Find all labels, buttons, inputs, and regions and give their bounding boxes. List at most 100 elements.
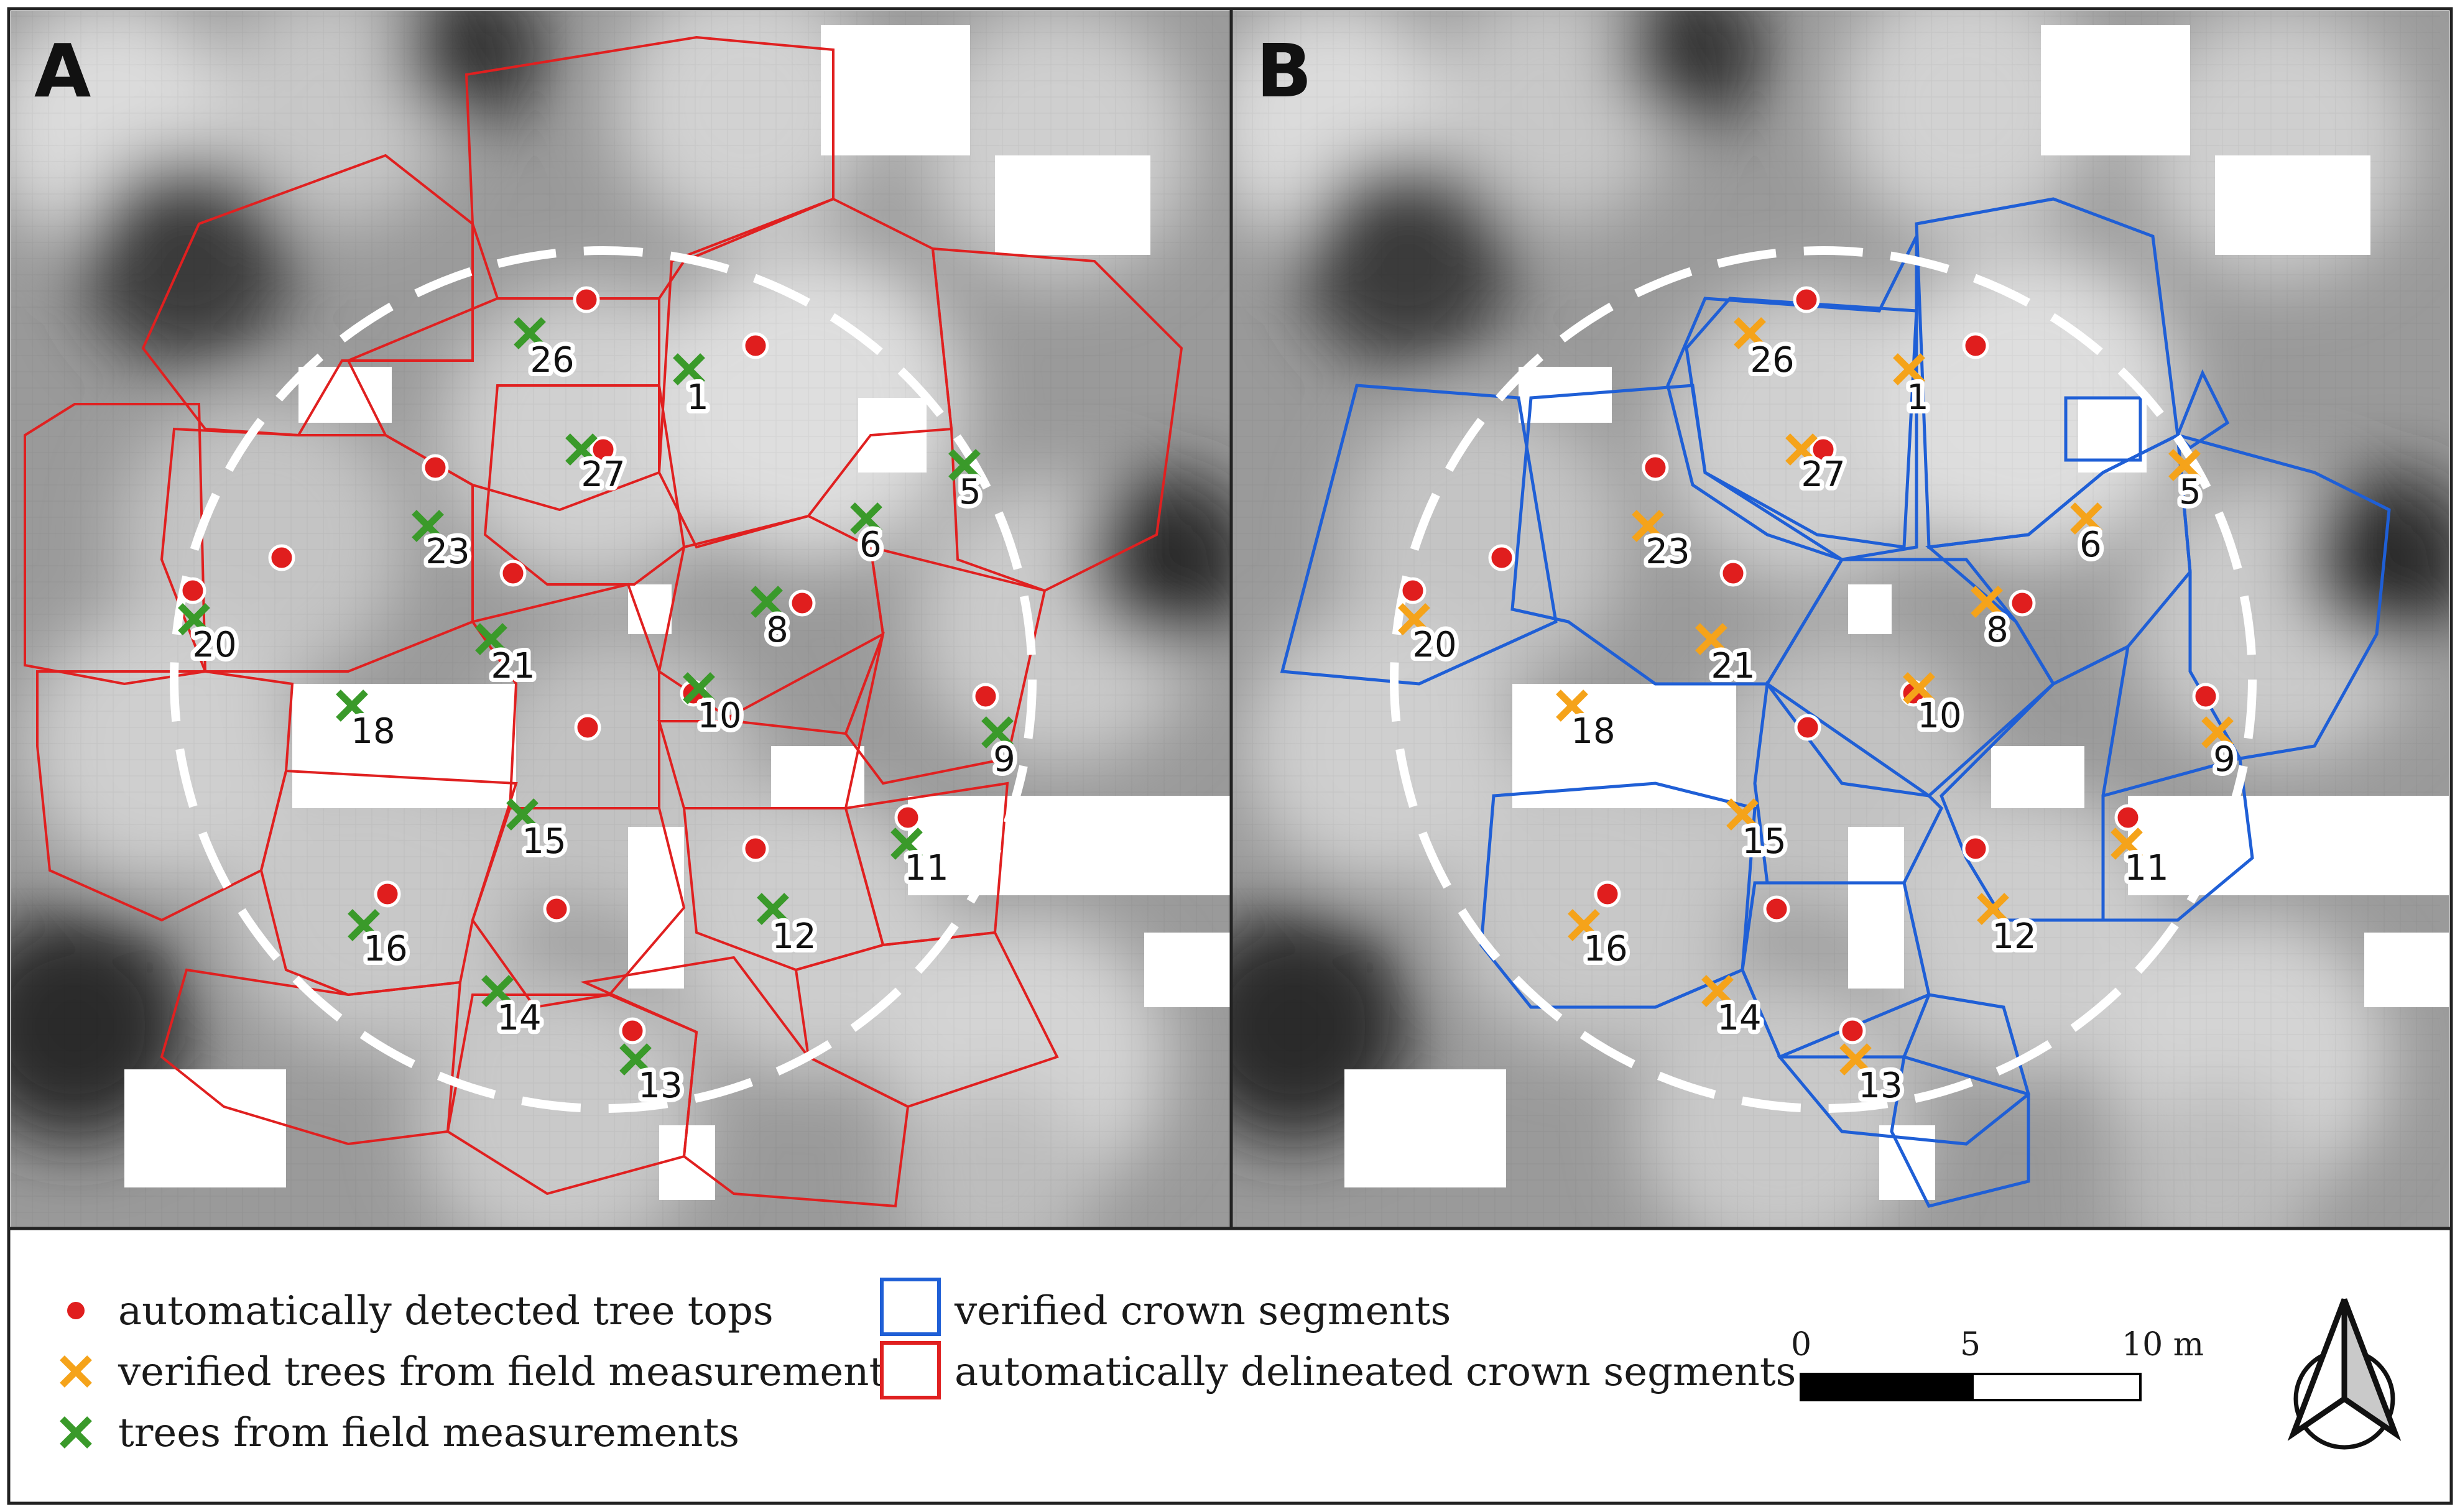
panel-b-tree-top-13 <box>1594 880 1621 908</box>
scale-tick-10: 10 m <box>2122 1326 2204 1363</box>
panel-b-tree-marker-1 <box>1893 353 1925 385</box>
panel-a-tree-marker-16 <box>348 909 380 941</box>
panel-b-tree-label-16: 16 <box>1583 929 1627 969</box>
panel-a-tree-marker-5 <box>948 449 981 481</box>
verified-tree-legend-icon <box>60 1355 92 1388</box>
auto-segment-legend-swatch <box>880 1341 941 1399</box>
panel-b-tree-marker-8 <box>1971 586 2003 618</box>
panel-b-tree-label-11: 11 <box>2124 848 2168 888</box>
panel-b-tree-label-1: 1 <box>1907 377 1929 418</box>
panel-b-tree-marker-21 <box>1695 623 1727 655</box>
panel-a-tree-label-23: 23 <box>425 532 469 572</box>
panel-a-tree-top-1 <box>742 332 769 359</box>
panel-b-tree-marker-14 <box>1701 975 1734 1007</box>
panel-b-tree-top-1 <box>1962 332 1989 359</box>
panel-b-tree-top-14 <box>1763 895 1790 923</box>
panel-a-tree-label-20: 20 <box>192 625 236 665</box>
panel-a-tree-top-9 <box>574 714 601 741</box>
panel-a-tree-marker-26 <box>514 317 546 349</box>
panel-b-tree-label-20: 20 <box>1412 625 1456 665</box>
legend-verified-segments: verified crown segments <box>954 1288 1451 1334</box>
panel-b-tree-top-6 <box>1719 560 1747 587</box>
panel-b-tree-label-6: 6 <box>2079 525 2102 565</box>
panel-a-tree-top-15 <box>619 1017 646 1044</box>
legend-auto-segments: automatically delineated crown segments <box>955 1349 1796 1395</box>
panel-a-tree-top-6 <box>499 560 527 587</box>
panel-b-tree-label-26: 26 <box>1750 340 1794 380</box>
panel-letter-a: A <box>34 28 91 114</box>
panel-a-tree-marker-11 <box>890 827 923 860</box>
panel-b-tree-label-9: 9 <box>2213 739 2236 780</box>
panel-b-tree-top-3 <box>1810 436 1837 463</box>
panel-a-tree-top-3 <box>590 436 617 463</box>
panel-a-tree-label-18: 18 <box>351 711 395 752</box>
panel-a-tree-marker-27 <box>565 433 598 466</box>
panel-letter-b: B <box>1256 28 1312 114</box>
panel-a-tree-label-16: 16 <box>363 929 407 969</box>
panel-b-tree-label-12: 12 <box>1992 916 2036 957</box>
panel-b-tree-marker-23 <box>1632 510 1664 542</box>
panel-b-tree-top-10 <box>2192 683 2219 710</box>
panel-a-tree-label-21: 21 <box>491 646 535 686</box>
panel-a-tree-top-7 <box>788 589 816 617</box>
panel-b-tree-top-4 <box>1488 544 1515 571</box>
panel-a-tree-top-14 <box>543 895 570 923</box>
panel-b-tree-top-9 <box>1794 714 1821 741</box>
panel-b-tree-marker-15 <box>1726 798 1759 831</box>
markers-panel-b: 26 1 27 5 23 6 20 8 21 18 10 9 15 11 12 16 14 13 <box>1398 286 2240 1110</box>
panel-b-tree-label-18: 18 <box>1571 711 1615 752</box>
panel-a-tree-label-27: 27 <box>581 454 625 495</box>
panel-a-tree-label-26: 26 <box>530 340 574 380</box>
panel-a-tree-top-0 <box>573 286 600 313</box>
panel-b-tree-label-8: 8 <box>1986 610 2009 650</box>
panel-b-tree-top-5 <box>1399 577 1427 604</box>
panel-b-tree-label-5: 5 <box>2179 472 2201 512</box>
panel-a-tree-top-12 <box>742 835 769 862</box>
panel-b-tree-top-11 <box>2114 804 2142 831</box>
scale-tick-5: 5 <box>1960 1326 1981 1363</box>
panel-a-tree-marker-15 <box>506 798 539 831</box>
panel-a-tree-marker-8 <box>751 586 783 618</box>
panel-a-tree-marker-21 <box>475 623 507 655</box>
panel-a-tree-top-4 <box>268 544 295 571</box>
panel-b-tree-label-10: 10 <box>1917 696 1961 736</box>
panel-a-tree-label-15: 15 <box>522 821 566 862</box>
panel-a-tree-marker-14 <box>481 975 514 1007</box>
panel-a-tree-label-1: 1 <box>687 377 709 418</box>
panel-b <box>1231 11 2449 1227</box>
panel-a-tree-marker-1 <box>673 353 705 385</box>
panel-a-tree-marker-9 <box>981 716 1014 749</box>
panel-a-tree-marker-10 <box>683 672 715 704</box>
panel-a-tree-marker-18 <box>336 689 368 722</box>
panel-b-tree-marker-20 <box>1398 603 1430 635</box>
north-arrow-icon <box>2287 1298 2402 1450</box>
panel-a-tree-marker-13 <box>619 1043 652 1076</box>
verified-segment-legend-swatch <box>880 1278 941 1336</box>
panel-b-tree-top-15 <box>1839 1017 1866 1044</box>
scale-bar: 0 5 10 m <box>1791 1326 2204 1401</box>
panel-b-tree-marker-12 <box>1977 893 2009 925</box>
panel-b-tree-marker-13 <box>1839 1043 1872 1076</box>
panel-a-tree-marker-6 <box>850 502 882 535</box>
panel-a-tree-top-13 <box>374 880 401 908</box>
panel-b-tree-marker-16 <box>1568 909 1600 941</box>
panel-b-tree-marker-5 <box>2168 449 2201 481</box>
panel-a-tree-marker-12 <box>757 893 789 925</box>
panel-a-tree-top-11 <box>894 804 922 831</box>
markers-panel-a: 26 1 27 5 23 6 20 8 21 18 10 9 15 11 12 16 14 13 <box>178 286 1020 1110</box>
legend-tree-tops: automatically detected tree tops <box>118 1288 774 1334</box>
panel-a-tree-label-10: 10 <box>697 696 741 736</box>
panel-b-tree-marker-27 <box>1785 433 1818 466</box>
legend-field-trees: trees from field measurements <box>118 1410 739 1456</box>
legend: automatically detected tree tops verifie… <box>60 1278 1796 1456</box>
panel-a-tree-label-13: 13 <box>638 1066 682 1106</box>
panel-a-tree-top-10 <box>972 683 999 710</box>
panel-a-tree-top-5 <box>179 577 206 604</box>
legend-verified-trees: verified trees from field measurements <box>118 1349 905 1395</box>
panel-b-tree-label-23: 23 <box>1645 532 1690 572</box>
panel-b-tree-label-13: 13 <box>1858 1066 1902 1106</box>
panel-b-tree-top-0 <box>1793 286 1820 313</box>
panel-b-tree-marker-6 <box>2070 502 2102 535</box>
plot-circle-a <box>170 246 1037 1113</box>
